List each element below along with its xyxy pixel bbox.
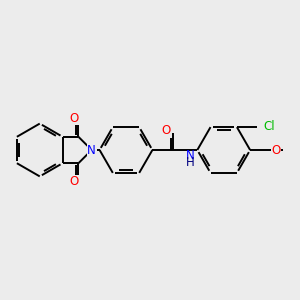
Text: O: O [70,175,79,188]
Text: N: N [87,143,96,157]
Text: O: O [70,112,79,125]
Text: Cl: Cl [263,120,275,133]
Text: O: O [162,124,171,137]
Text: O: O [272,143,281,157]
Text: N: N [186,149,194,163]
Text: H: H [186,156,194,169]
